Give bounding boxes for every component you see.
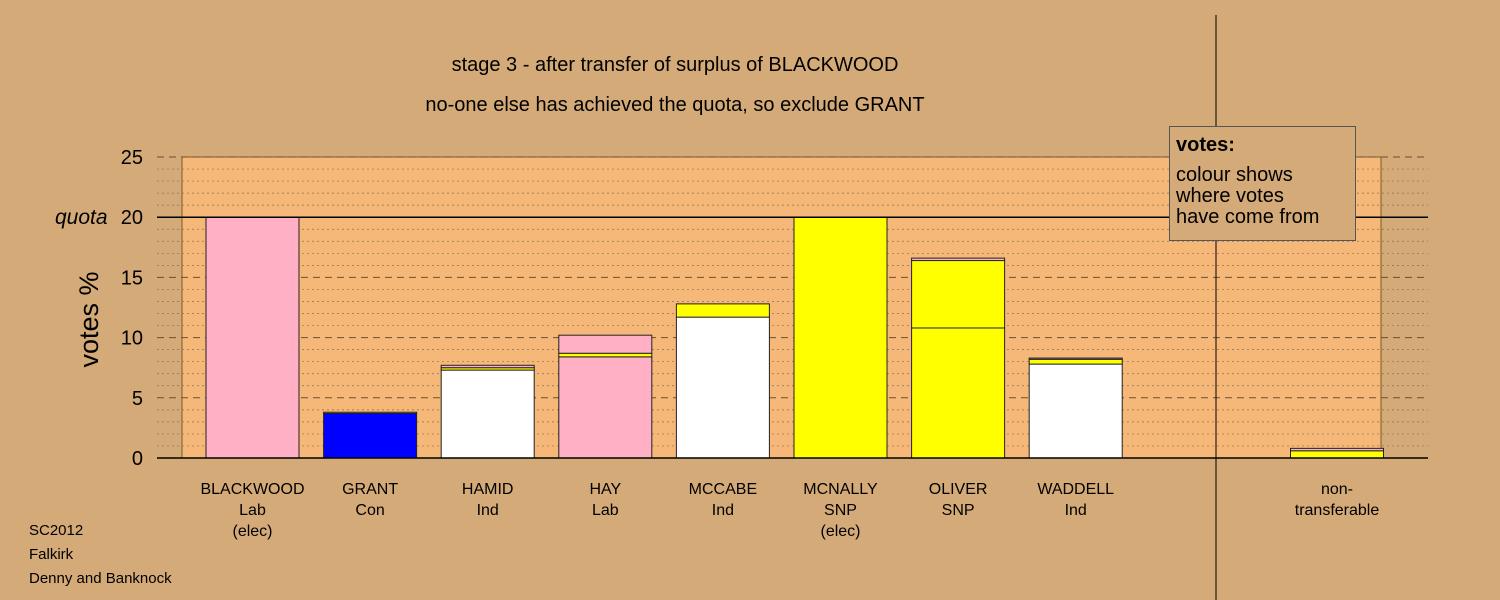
bar-mccabe-segment: [675, 316, 770, 459]
legend-line: colour shows: [1176, 164, 1293, 186]
y-axis-label: votes %: [74, 272, 104, 368]
chart-title: stage 3 - after transfer of surplus of B…: [451, 54, 899, 76]
category-label: non-: [1321, 481, 1353, 498]
bar-waddell-segment: [1028, 358, 1123, 365]
bar-non-transferable-segment: [1290, 447, 1384, 452]
y-tick-label: 20: [121, 207, 143, 229]
bar-hay-segment: [558, 334, 653, 354]
y-tick-label: 5: [132, 388, 143, 410]
bar-mccabe-segment: [675, 303, 770, 318]
y-tick-label: 15: [121, 267, 143, 289]
footer-line: Denny and Banknock: [29, 570, 172, 587]
category-label: Lab: [239, 502, 266, 519]
quota-label: quota: [55, 206, 108, 229]
category-label: Ind: [712, 502, 734, 519]
category-label: (elec): [232, 523, 272, 540]
legend-heading: votes:: [1176, 134, 1235, 156]
bar-blackwood-segment: [205, 216, 300, 459]
y-tick-label: 10: [121, 328, 143, 350]
bar-oliver-segment: [911, 260, 1006, 329]
category-label: OLIVER: [929, 481, 988, 498]
bar-oliver-segment: [911, 327, 1006, 459]
chart-subtitle: no-one else has achieved the quota, so e…: [425, 94, 925, 116]
y-tick-label: 0: [132, 448, 143, 470]
bar-hamid-segment: [440, 369, 535, 459]
category-label: HAY: [589, 481, 621, 498]
category-label: (elec): [820, 523, 860, 540]
footer-line: Falkirk: [29, 546, 74, 563]
category-label: SNP: [942, 502, 975, 519]
bar-grant-segment: [323, 411, 418, 414]
legend-line: have come from: [1176, 206, 1320, 228]
category-label: WADDELL: [1037, 481, 1114, 498]
category-label: MCCABE: [689, 481, 757, 498]
legend-line: where votes: [1176, 185, 1284, 207]
footer-line: SC2012: [29, 522, 84, 539]
category-label: Lab: [592, 502, 619, 519]
category-label: GRANT: [342, 481, 398, 498]
category-label: HAMID: [462, 481, 514, 498]
bar-hamid-segment: [440, 364, 535, 369]
category-label: transferable: [1295, 502, 1380, 519]
bar-hay-segment: [558, 356, 653, 459]
bar-mcnally-segment: [793, 216, 888, 459]
category-label: MCNALLY: [803, 481, 878, 498]
bar-waddell-segment: [1028, 363, 1123, 459]
category-label: BLACKWOOD: [200, 481, 304, 498]
category-label: Ind: [1065, 502, 1087, 519]
category-label: Con: [355, 502, 384, 519]
legend: votes: colour shows where votes have com…: [1169, 126, 1356, 241]
bar-non-transferable-segment: [1290, 450, 1384, 459]
bar-oliver-segment: [911, 257, 1006, 262]
category-label: Ind: [477, 502, 499, 519]
category-label: SNP: [824, 502, 857, 519]
y-tick-label: 25: [121, 147, 143, 169]
bar-grant-segment: [323, 412, 418, 459]
bar-hay-segment: [558, 352, 653, 358]
bar-waddell-segment: [1028, 357, 1123, 360]
